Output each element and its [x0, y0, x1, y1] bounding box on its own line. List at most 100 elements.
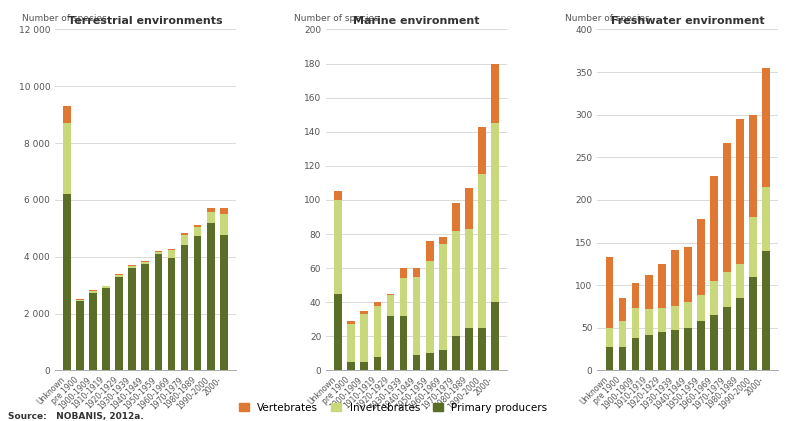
- Bar: [181, 245, 189, 370]
- Bar: [207, 212, 215, 223]
- Bar: [426, 354, 434, 370]
- Bar: [710, 315, 718, 370]
- Bar: [220, 208, 228, 214]
- Bar: [90, 290, 97, 291]
- Bar: [347, 325, 355, 362]
- Bar: [749, 115, 757, 217]
- Bar: [749, 277, 757, 370]
- Bar: [155, 252, 163, 254]
- Bar: [413, 277, 421, 355]
- Bar: [193, 226, 201, 236]
- Legend: Vertebrates, Invertebrates, Primary producers: Vertebrates, Invertebrates, Primary prod…: [236, 400, 550, 416]
- Bar: [658, 332, 666, 370]
- Bar: [361, 362, 369, 370]
- Bar: [632, 282, 640, 308]
- Text: Number of species: Number of species: [565, 13, 649, 23]
- Bar: [491, 64, 499, 123]
- Bar: [439, 350, 446, 370]
- Bar: [465, 328, 472, 370]
- Bar: [76, 299, 84, 300]
- Title: Marine environment: Marine environment: [354, 16, 479, 26]
- Bar: [491, 302, 499, 370]
- Bar: [63, 106, 71, 123]
- Bar: [116, 274, 123, 275]
- Bar: [347, 321, 355, 325]
- Text: Source:   NOBANIS, 2012a.: Source: NOBANIS, 2012a.: [8, 412, 144, 421]
- Bar: [76, 300, 84, 301]
- Bar: [167, 258, 175, 370]
- Bar: [334, 294, 342, 370]
- Bar: [220, 234, 228, 370]
- Bar: [128, 265, 136, 266]
- Bar: [605, 257, 613, 328]
- Title: Freshwater environment: Freshwater environment: [611, 16, 765, 26]
- Bar: [181, 233, 189, 235]
- Bar: [413, 268, 421, 277]
- Bar: [478, 127, 486, 174]
- Bar: [63, 123, 71, 194]
- Bar: [762, 187, 770, 251]
- Bar: [141, 264, 149, 370]
- Bar: [670, 250, 678, 306]
- Bar: [155, 254, 163, 370]
- Bar: [736, 298, 744, 370]
- Bar: [736, 119, 744, 264]
- Bar: [452, 336, 460, 370]
- Bar: [334, 200, 342, 294]
- Bar: [658, 264, 666, 308]
- Bar: [399, 278, 407, 316]
- Bar: [697, 296, 705, 321]
- Bar: [684, 247, 692, 302]
- Bar: [102, 285, 110, 286]
- Bar: [684, 302, 692, 328]
- Bar: [491, 123, 499, 302]
- Bar: [619, 298, 626, 321]
- Bar: [193, 236, 201, 370]
- Bar: [684, 328, 692, 370]
- Bar: [387, 316, 395, 370]
- Bar: [102, 288, 110, 370]
- Bar: [116, 277, 123, 370]
- Bar: [465, 188, 472, 229]
- Bar: [670, 330, 678, 370]
- Bar: [697, 321, 705, 370]
- Title: Terrestrial environments: Terrestrial environments: [68, 16, 222, 26]
- Bar: [632, 338, 640, 370]
- Bar: [387, 294, 395, 296]
- Bar: [220, 214, 228, 234]
- Bar: [645, 335, 652, 370]
- Bar: [181, 235, 189, 245]
- Bar: [605, 346, 613, 370]
- Bar: [736, 264, 744, 298]
- Bar: [361, 311, 369, 314]
- Bar: [193, 225, 201, 226]
- Bar: [619, 346, 626, 370]
- Bar: [658, 308, 666, 332]
- Bar: [645, 275, 652, 309]
- Bar: [347, 362, 355, 370]
- Bar: [155, 251, 163, 252]
- Bar: [670, 306, 678, 330]
- Bar: [334, 192, 342, 200]
- Bar: [723, 272, 731, 306]
- Bar: [710, 176, 718, 281]
- Bar: [373, 306, 381, 357]
- Bar: [413, 355, 421, 370]
- Bar: [452, 231, 460, 336]
- Bar: [361, 314, 369, 362]
- Bar: [63, 194, 71, 370]
- Bar: [439, 244, 446, 350]
- Bar: [373, 302, 381, 306]
- Bar: [723, 306, 731, 370]
- Bar: [619, 321, 626, 346]
- Bar: [710, 281, 718, 315]
- Bar: [465, 229, 472, 328]
- Bar: [762, 68, 770, 187]
- Bar: [399, 268, 407, 278]
- Bar: [116, 275, 123, 277]
- Bar: [762, 251, 770, 370]
- Bar: [452, 203, 460, 231]
- Bar: [723, 143, 731, 272]
- Bar: [645, 309, 652, 335]
- Bar: [478, 174, 486, 328]
